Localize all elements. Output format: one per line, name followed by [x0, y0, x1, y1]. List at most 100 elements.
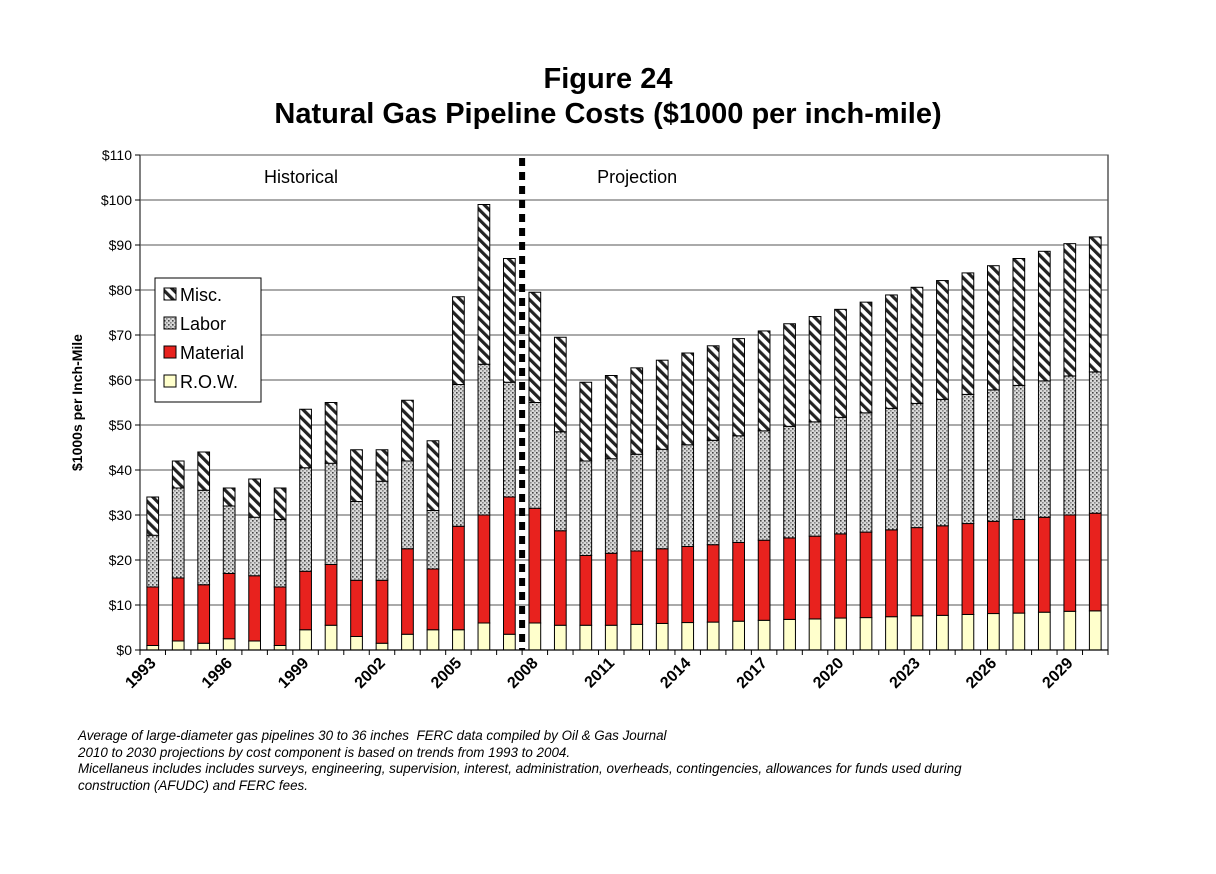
bar-segment-labor-2009 [553, 431, 567, 532]
bar-segment-material-2028 [1037, 516, 1051, 613]
bar-segment-material-2002 [375, 579, 389, 644]
bar-segment-material-1993 [146, 586, 160, 646]
bar-segment-material-2029 [1063, 514, 1077, 612]
y-axis-label: $1000s per Inch-Mile [69, 334, 85, 471]
bar-segment-material-2017 [757, 539, 771, 621]
bar-segment-labor-2028 [1037, 380, 1051, 518]
axes-layer [135, 154, 1109, 655]
y-tick-label: $110 [102, 147, 132, 163]
bar-segment-misc-2016 [732, 338, 745, 437]
bar-segment-misc-2021 [859, 301, 873, 414]
bar-segment-labor-2027 [1012, 384, 1026, 520]
bar-segment-row-2019 [808, 618, 822, 651]
legend-label-misc: Misc. [180, 285, 222, 305]
bar-segment-material-2013 [655, 548, 669, 624]
bar-segment-row-1996 [222, 638, 236, 651]
bar-segment-material-2024 [936, 525, 949, 616]
bar-segment-row-2002 [375, 642, 389, 651]
bar-segment-material-2023 [910, 527, 924, 617]
bar-segment-row-2011 [604, 624, 618, 651]
bar-segment-material-2011 [604, 552, 618, 626]
bar-segment-labor-2002 [375, 480, 389, 581]
bar-segment-material-2012 [630, 550, 644, 625]
bar-segment-material-2020 [834, 533, 847, 619]
bar-segment-row-1995 [197, 642, 211, 651]
legend-label-row: R.O.W. [180, 372, 238, 392]
bar-segment-labor-2018 [783, 425, 796, 539]
bar-segment-misc-2001 [350, 449, 363, 502]
x-tick-label: 2029 [1039, 655, 1076, 692]
bar-segment-material-2008 [528, 507, 542, 624]
bar-segment-labor-2017 [757, 430, 771, 541]
bar-segment-misc-1999 [299, 408, 312, 469]
x-tick-label: 1993 [122, 655, 159, 692]
chart-title: Figure 24 [543, 63, 673, 95]
bar-segment-row-2001 [350, 636, 363, 651]
bar-segment-misc-2002 [375, 449, 389, 482]
bar-segment-material-1996 [222, 573, 236, 640]
x-tick-label: 2017 [734, 655, 771, 692]
bar-segment-misc-2000 [324, 402, 338, 464]
bar-segment-row-1997 [248, 640, 261, 651]
legend: Misc. Labor Material R.O.W. [154, 277, 262, 403]
bar-segment-row-1993 [146, 645, 160, 651]
bar-segment-labor-2005 [452, 384, 465, 527]
bar-segment-misc-2012 [630, 367, 644, 455]
bar-segment-row-2030 [1088, 610, 1102, 651]
bar-segment-material-2025 [961, 523, 975, 615]
bar-segment-labor-1999 [299, 467, 312, 572]
bar-segment-misc-2011 [604, 375, 618, 460]
x-tick-label: 2023 [887, 655, 924, 692]
bar-segment-misc-2004 [426, 440, 440, 511]
bar-segment-misc-2019 [808, 316, 822, 423]
bar-segment-row-2006 [477, 622, 491, 651]
footnote-line-1: Average of large-diameter gas pipelines … [78, 728, 667, 743]
bar-segment-row-1994 [171, 640, 185, 651]
bar-segment-material-2009 [553, 530, 567, 626]
footnote-line-4: construction (AFUDC) and FERC fees. [78, 777, 308, 793]
chart-title-block: Figure 24 Natural Gas Pipeline Costs ($1… [0, 62, 1216, 132]
x-tick-label: 2026 [963, 655, 1000, 692]
bar-segment-labor-2011 [604, 458, 618, 554]
bar-segment-misc-2025 [961, 272, 975, 395]
bar-segment-row-2021 [859, 617, 873, 651]
bar-segment-material-1998 [273, 586, 287, 646]
x-tick-label: 2020 [810, 655, 847, 692]
bar-segment-row-2020 [834, 617, 847, 651]
footnote-line-2: 2010 to 2030 projections by cost compone… [78, 744, 571, 760]
x-tick-label: 2005 [428, 655, 465, 692]
bar-segment-misc-2022 [885, 294, 898, 409]
bar-segment-misc-2009 [553, 336, 567, 433]
x-tick-label: 2014 [657, 655, 694, 692]
bar-segment-labor-2022 [885, 407, 898, 531]
bar-segment-labor-2020 [834, 416, 847, 535]
bar-segment-material-2006 [477, 514, 491, 624]
bar-segment-material-2022 [885, 529, 898, 618]
bar-segment-misc-2014 [681, 352, 695, 446]
bar-segment-labor-2006 [477, 363, 491, 516]
bar-segment-row-2015 [706, 621, 720, 651]
bar-segment-material-1995 [197, 584, 211, 644]
bar-segment-material-2007 [503, 496, 516, 635]
bar-segment-labor-2004 [426, 510, 440, 570]
x-tick-label: 2008 [504, 655, 541, 692]
bar-segment-labor-2000 [324, 462, 338, 565]
x-tick-label: 2002 [352, 655, 389, 692]
bar-segment-row-2013 [655, 622, 669, 651]
bar-segment-labor-2019 [808, 421, 822, 537]
bar-segment-misc-2003 [401, 399, 414, 462]
footnote-line-3: Micellaneus includes includes surveys, e… [78, 761, 962, 776]
y-tick-label: $30 [109, 507, 133, 523]
bar-segment-misc-1993 [146, 496, 160, 536]
legend-swatch-material [163, 345, 177, 359]
bar-segment-misc-2029 [1063, 243, 1077, 377]
bar-segment-labor-2021 [859, 412, 873, 533]
bar-segment-misc-2024 [936, 280, 949, 400]
bar-segment-misc-2010 [579, 381, 593, 462]
bar-segment-row-2016 [732, 620, 745, 651]
bar-segment-row-1999 [299, 629, 312, 651]
bar-segment-material-2016 [732, 541, 745, 622]
bar-segment-labor-2013 [655, 448, 669, 550]
bar-segment-row-2027 [1012, 612, 1026, 651]
